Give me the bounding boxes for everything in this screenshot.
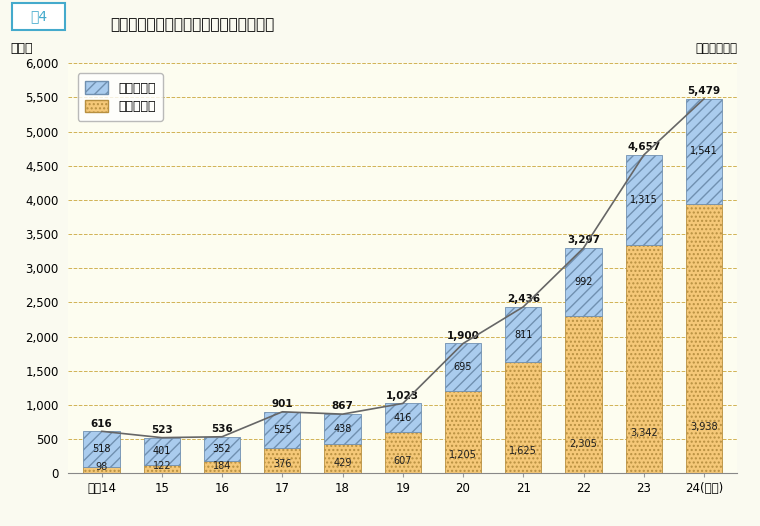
Bar xyxy=(84,431,119,467)
Bar xyxy=(505,362,541,473)
Text: 523: 523 xyxy=(151,425,173,435)
Text: 2,436: 2,436 xyxy=(507,294,540,304)
Text: 376: 376 xyxy=(273,459,292,469)
Text: 607: 607 xyxy=(394,457,412,467)
Text: 1,205: 1,205 xyxy=(449,450,477,460)
Text: 2,305: 2,305 xyxy=(569,439,597,449)
Bar xyxy=(325,444,361,473)
Legend: フルタイム, 短時間勤務: フルタイム, 短時間勤務 xyxy=(78,74,163,121)
Text: 1,900: 1,900 xyxy=(447,331,480,341)
Bar xyxy=(325,414,361,444)
Bar xyxy=(385,432,421,473)
FancyBboxPatch shape xyxy=(12,3,65,30)
Text: 536: 536 xyxy=(211,424,233,434)
Text: 811: 811 xyxy=(514,330,533,340)
Bar xyxy=(445,343,481,391)
Bar xyxy=(625,245,662,473)
Text: 年度別再任用職員数（給与法適用職員）: 年度別再任用職員数（給与法適用職員） xyxy=(110,17,274,32)
Text: 184: 184 xyxy=(213,461,231,471)
Text: 429: 429 xyxy=(334,458,352,468)
Bar xyxy=(625,155,662,245)
Bar xyxy=(204,461,240,473)
Text: 1,541: 1,541 xyxy=(690,146,718,156)
Text: 122: 122 xyxy=(153,461,171,471)
Text: 695: 695 xyxy=(454,362,472,372)
Text: 992: 992 xyxy=(575,277,593,287)
Text: 1,625: 1,625 xyxy=(509,446,537,456)
Text: 98: 98 xyxy=(96,462,108,472)
Text: 901: 901 xyxy=(271,399,293,409)
Bar xyxy=(565,316,602,473)
Y-axis label: （人）: （人） xyxy=(11,42,33,55)
Text: 401: 401 xyxy=(153,447,171,457)
Bar xyxy=(144,465,180,473)
Bar xyxy=(505,307,541,362)
Bar xyxy=(264,412,300,448)
Text: 525: 525 xyxy=(273,424,292,435)
Text: 5,479: 5,479 xyxy=(688,86,720,96)
Text: 867: 867 xyxy=(331,401,353,411)
Bar xyxy=(84,467,119,473)
Text: 416: 416 xyxy=(394,413,412,423)
Text: 4,657: 4,657 xyxy=(627,142,660,152)
Bar xyxy=(264,448,300,473)
Bar xyxy=(204,437,240,461)
Text: 518: 518 xyxy=(92,444,111,454)
Text: 352: 352 xyxy=(213,444,231,454)
Text: （単位：人）: （単位：人） xyxy=(695,42,737,55)
Text: 1,315: 1,315 xyxy=(630,195,657,205)
Bar xyxy=(385,403,421,432)
Text: 围4: 围4 xyxy=(30,9,47,23)
Text: 3,938: 3,938 xyxy=(690,422,718,432)
Bar xyxy=(686,204,722,473)
Text: 1,023: 1,023 xyxy=(386,391,420,401)
Bar xyxy=(686,99,722,204)
Text: 3,342: 3,342 xyxy=(630,429,657,439)
Text: 616: 616 xyxy=(90,419,112,429)
Text: 3,297: 3,297 xyxy=(567,235,600,245)
Bar xyxy=(565,248,602,316)
Bar xyxy=(144,438,180,465)
Bar xyxy=(445,391,481,473)
Text: 438: 438 xyxy=(334,424,352,434)
